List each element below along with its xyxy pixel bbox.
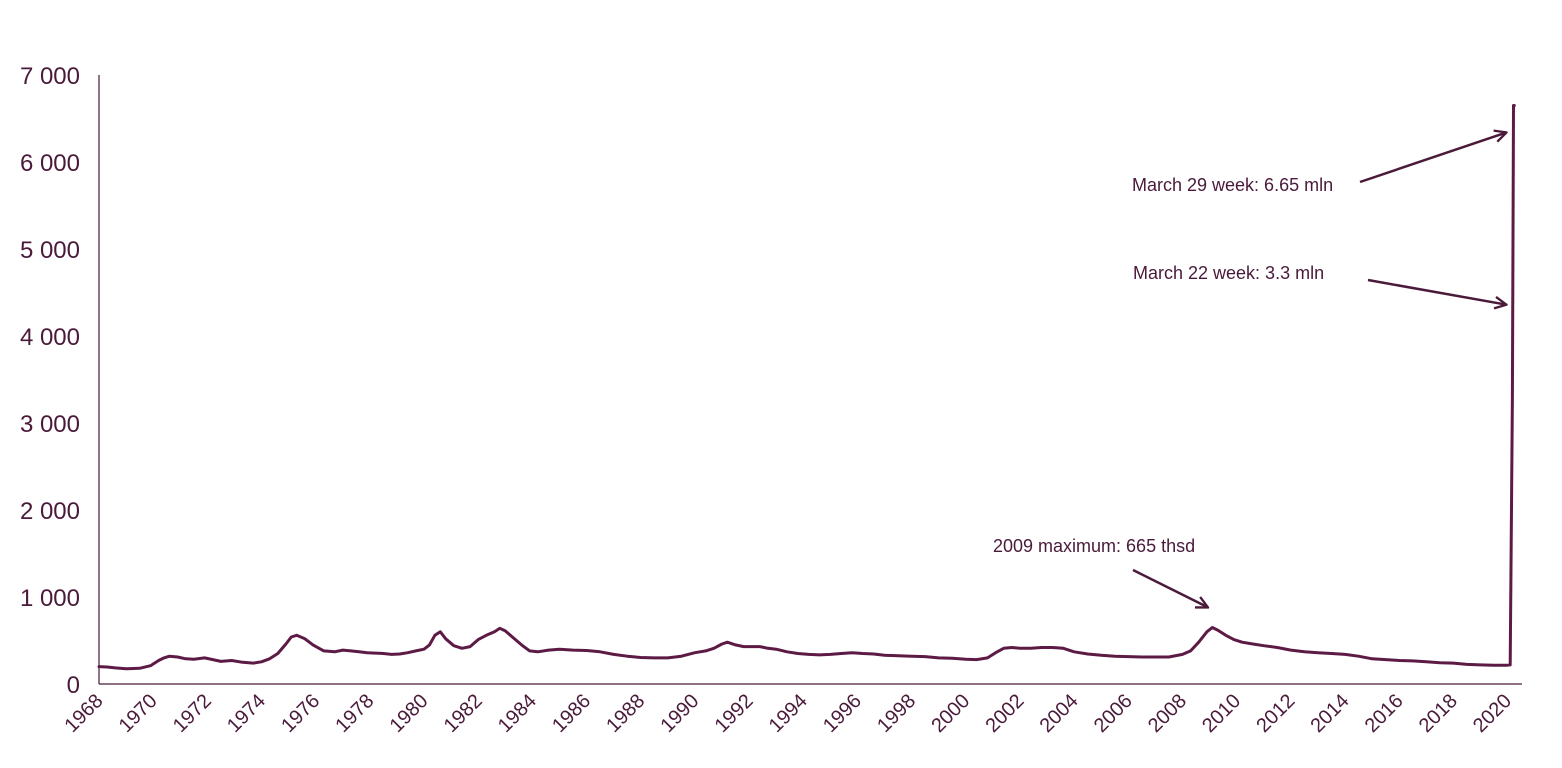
x-tick-label: 1982 [440, 690, 487, 737]
x-tick-label: 2010 [1198, 690, 1245, 737]
annotation-march-22: March 22 week: 3.3 mln [1133, 263, 1507, 305]
x-tick-label: 1996 [819, 690, 866, 737]
x-axis-tick-labels: 1968 1970 1972 1974 1976 1978 1980 1982 1984 1986… [61, 690, 1517, 737]
x-tick-label: 1984 [494, 690, 541, 737]
x-tick-label: 2012 [1252, 690, 1299, 737]
x-tick-label: 2002 [981, 690, 1028, 737]
y-tick-label: 2 000 [20, 498, 80, 525]
x-tick-label: 1978 [331, 690, 378, 737]
x-tick-label: 1988 [602, 690, 649, 737]
y-axis-tick-labels: 0 1 000 2 000 3 000 4 000 5 000 6 000 7 000 [20, 63, 80, 699]
x-tick-label: 2008 [1144, 690, 1191, 737]
y-tick-label: 4 000 [20, 324, 80, 351]
x-tick-label: 2016 [1361, 690, 1408, 737]
y-tick-label: 0 [67, 672, 80, 699]
x-tick-label: 1998 [873, 690, 920, 737]
y-tick-label: 6 000 [20, 150, 80, 177]
x-tick-label: 2004 [1036, 690, 1083, 737]
x-tick-label: 2018 [1415, 690, 1462, 737]
annotation-march-29-label: March 29 week: 6.65 mln [1132, 175, 1333, 195]
y-tick-label: 7 000 [20, 63, 80, 90]
annotation-march-22-arrow [1367, 278, 1507, 305]
x-tick-label: 1986 [548, 690, 595, 737]
x-tick-label: 1990 [656, 690, 703, 737]
y-tick-label: 3 000 [20, 411, 80, 438]
x-tick-label: 1992 [711, 690, 758, 737]
x-tick-label: 2000 [927, 690, 974, 737]
annotation-2009-maximum-label: 2009 maximum: 665 thsd [993, 536, 1195, 556]
x-tick-label: 2014 [1307, 690, 1354, 737]
x-tick-label: 1976 [277, 690, 324, 737]
annotation-march-22-label: March 22 week: 3.3 mln [1133, 263, 1324, 283]
x-tick-label: 1994 [765, 690, 812, 737]
x-tick-label: 1980 [386, 690, 433, 737]
y-tick-label: 5 000 [20, 237, 80, 264]
annotation-march-29-arrow [1359, 132, 1507, 184]
annotation-march-29: March 29 week: 6.65 mln [1132, 132, 1507, 195]
series-line [97, 104, 1516, 671]
x-tick-label: 2020 [1469, 690, 1516, 737]
annotations: March 29 week: 6.65 mln March 22 week: 3… [993, 132, 1507, 607]
annotation-2009-maximum-arrow [1132, 568, 1208, 607]
x-tick-label: 1974 [223, 690, 270, 737]
x-tick-label: 2006 [1090, 690, 1137, 737]
x-tick-label: 1970 [115, 690, 162, 737]
annotation-2009-maximum: 2009 maximum: 665 thsd [993, 536, 1208, 607]
x-tick-label: 1972 [169, 690, 216, 737]
y-tick-label: 1 000 [20, 585, 80, 612]
